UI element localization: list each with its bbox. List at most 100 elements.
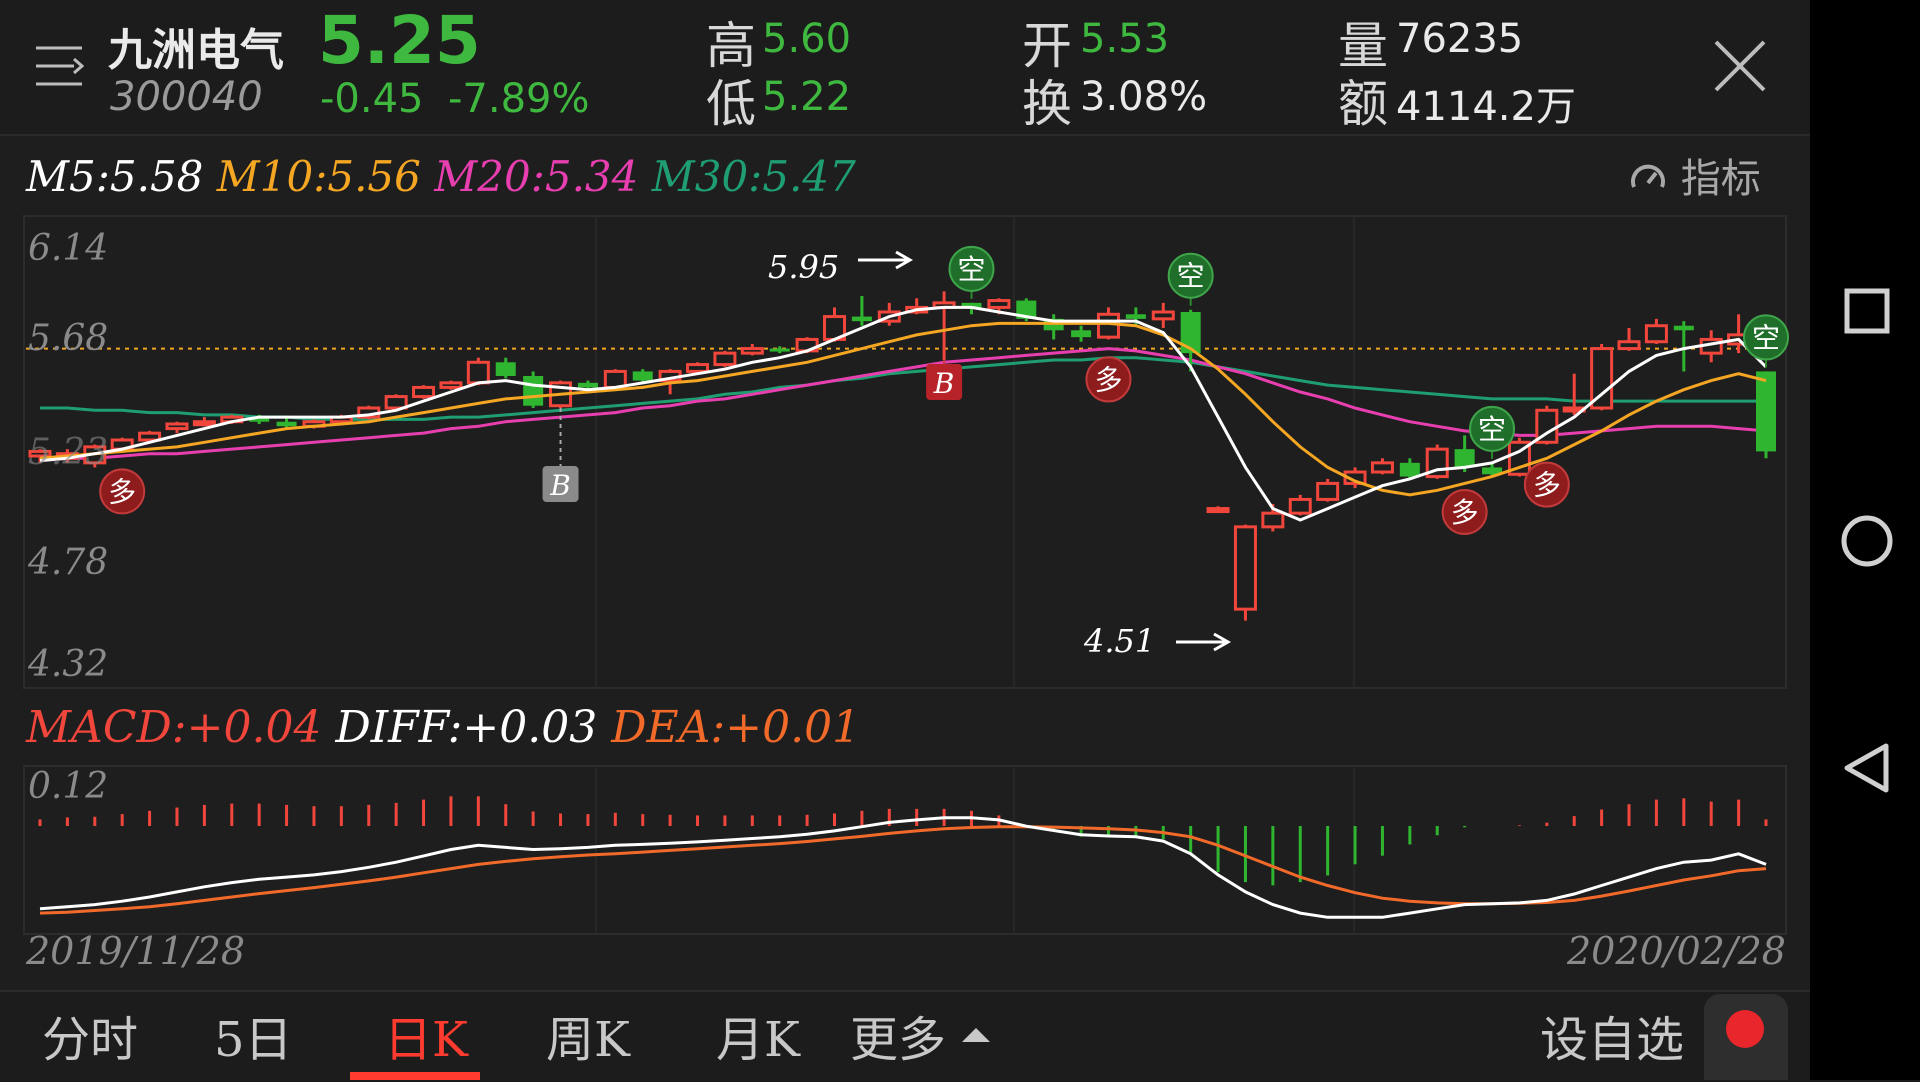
- candle-body: [851, 316, 872, 322]
- signal-marker-buy: 多: [99, 468, 146, 515]
- candle: [1562, 373, 1586, 415]
- macd-legend: MACD:+0.04 DIFF:+0.03 DEA:+0.01: [26, 702, 860, 753]
- candle: [1316, 478, 1340, 502]
- signal-marker-buy: 多: [1523, 461, 1570, 508]
- candle: [851, 296, 872, 326]
- candle: [276, 417, 297, 429]
- signal-badge: [1523, 461, 1570, 508]
- app-screen: 九洲电气 300040 5.25 -0.45 -7.89% 高 5.60 低 5…: [0, 0, 1810, 1082]
- candle: [1673, 321, 1694, 372]
- candle-body: [439, 381, 463, 389]
- signal-badge: [1167, 252, 1214, 299]
- high-marker-text: 5.95: [768, 248, 839, 286]
- date-start: 2019/11/28: [25, 929, 245, 973]
- low-marker-arrowhead: [1213, 632, 1232, 652]
- candle-body: [523, 376, 544, 406]
- signal-badge: [542, 466, 579, 502]
- candle: [686, 362, 710, 374]
- bottom-tab-bar: [0, 990, 1810, 1082]
- high-label: 高: [706, 17, 756, 75]
- signal-badge: [926, 364, 963, 400]
- record-button[interactable]: [1704, 994, 1788, 1080]
- candle: [1370, 458, 1394, 475]
- menu-icon[interactable]: [34, 44, 85, 88]
- candle: [1425, 444, 1449, 479]
- ma20-label: M20:5.34: [434, 152, 639, 201]
- candle-body: [1370, 461, 1394, 474]
- low-value: 5.22: [762, 74, 852, 120]
- ma30-label: M30:5.47: [651, 152, 856, 201]
- ma10-line: [39, 321, 1767, 497]
- signal-label: 空: [1752, 321, 1780, 354]
- turnover-label: 换: [1022, 75, 1072, 133]
- home-icon[interactable]: [1840, 514, 1894, 572]
- indicator-button[interactable]: 指标: [1628, 146, 1761, 207]
- candle-body: [1590, 347, 1614, 410]
- active-tab-indicator: [350, 1072, 480, 1080]
- candle: [1590, 344, 1614, 411]
- diff-value-label: DIFF:+0.03: [335, 702, 598, 753]
- tab-5day[interactable]: 5日: [214, 1012, 293, 1068]
- high-marker-arrowhead: [895, 250, 914, 270]
- candle-body: [961, 302, 982, 308]
- caret-up-icon: [962, 1026, 990, 1048]
- low-label: 低: [706, 75, 756, 133]
- candle: [1617, 328, 1641, 351]
- indicator-label: 指标: [1680, 156, 1761, 202]
- high-value: 5.60: [762, 16, 852, 62]
- volume-label: 量: [1338, 17, 1388, 75]
- candle: [138, 430, 162, 443]
- close-icon[interactable]: [1712, 38, 1768, 94]
- amount-label: 额: [1338, 75, 1388, 133]
- signal-badge: [1743, 314, 1789, 361]
- candle-body: [192, 420, 216, 427]
- date-end: 2020/02/28: [1566, 929, 1786, 973]
- tab-daily-k[interactable]: 日K: [384, 1012, 468, 1068]
- signal-label: 空: [957, 253, 985, 286]
- candle: [1644, 318, 1668, 344]
- candle-body: [384, 395, 408, 410]
- candle-body: [1454, 449, 1475, 468]
- candle: [412, 385, 436, 399]
- signal-marker-buy: 多: [1085, 356, 1132, 403]
- candle: [1482, 462, 1503, 477]
- ytick-1: 6.14: [28, 228, 108, 269]
- macd-panel: [23, 765, 1787, 935]
- signal-label: 多: [1533, 469, 1561, 502]
- ma-legend: M5:5.58 M10:5.56 M20:5.34 M30:5.47: [26, 152, 856, 201]
- signal-marker-buy: 多: [1441, 489, 1488, 535]
- candle-body: [686, 363, 710, 373]
- recent-apps-icon[interactable]: [1844, 288, 1890, 338]
- add-watchlist-button[interactable]: 设自选: [1540, 1012, 1685, 1068]
- candle-body: [713, 351, 737, 367]
- candle: [523, 371, 544, 408]
- ytick-5: 4.32: [27, 644, 108, 685]
- candle: [1233, 524, 1257, 621]
- candle-body: [1617, 340, 1641, 351]
- candle: [932, 291, 956, 360]
- candle-body: [165, 422, 189, 431]
- candle: [165, 421, 189, 434]
- candle: [632, 369, 653, 383]
- candle-body: [466, 360, 490, 385]
- tab-monthly-k[interactable]: 月K: [716, 1012, 800, 1068]
- signal-label: B: [933, 367, 955, 400]
- tab-weekly-k[interactable]: 周K: [546, 1012, 630, 1068]
- candle-body: [1673, 325, 1694, 331]
- open-label: 开: [1022, 17, 1072, 75]
- tab-more[interactable]: 更多: [850, 1012, 947, 1068]
- price-change-pct: -7.89%: [448, 76, 590, 122]
- quote-header: [0, 0, 1810, 136]
- candle-body: [28, 449, 52, 458]
- open-value: 5.53: [1080, 16, 1170, 62]
- tab-intraday[interactable]: 分时: [42, 1012, 139, 1068]
- candle-body: [740, 347, 764, 355]
- signal-badge: [1441, 489, 1488, 535]
- signal-label: B: [549, 469, 571, 502]
- candle-body: [1096, 312, 1120, 339]
- signal-badge: [948, 245, 995, 292]
- ma10-label: M10:5.56: [216, 152, 421, 201]
- back-icon[interactable]: [1842, 742, 1890, 798]
- candle: [1288, 494, 1312, 516]
